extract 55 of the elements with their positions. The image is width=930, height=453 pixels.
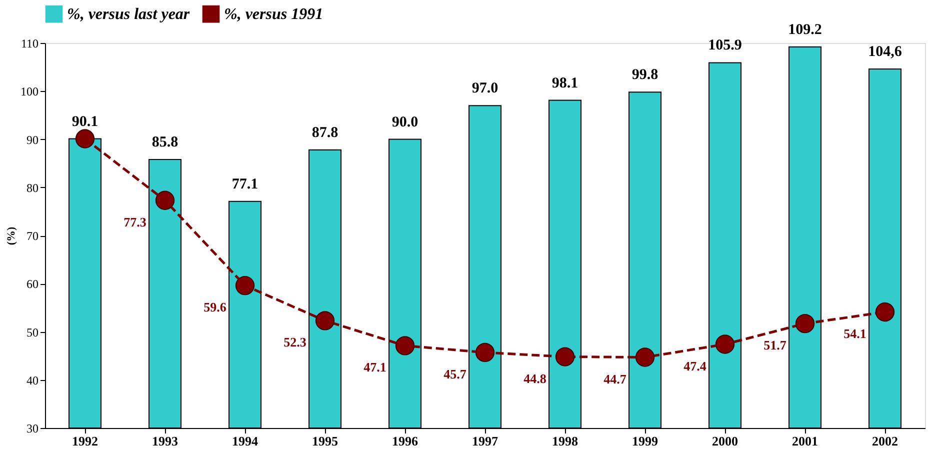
- data-label: 87.8: [312, 124, 338, 141]
- point: [635, 348, 655, 367]
- x-tick-label: 1996: [392, 434, 418, 448]
- data-label: 47.4: [684, 358, 707, 374]
- data-label: 90.1: [72, 114, 98, 130]
- point: [395, 336, 415, 356]
- data-label: 45.7: [444, 366, 467, 382]
- y-tick-label: 80: [26, 180, 38, 195]
- data-label: 99.8: [632, 67, 658, 84]
- x-tick-label: 1999: [632, 434, 658, 448]
- y-tick-label: 70: [26, 229, 38, 243]
- y-tick-label: 60: [26, 277, 38, 292]
- x-tick-label: 1992: [72, 434, 98, 448]
- data-label: 105.9: [708, 38, 742, 54]
- point: [795, 314, 815, 334]
- data-label: 109.2: [788, 22, 822, 38]
- x-tick-label: 2001: [792, 434, 818, 448]
- data-label: 51.7: [764, 338, 787, 353]
- data-label: 59.6: [204, 300, 227, 315]
- x-tick-label: 2000: [712, 434, 738, 448]
- point: [715, 334, 735, 354]
- data-label: 104,6: [868, 44, 902, 60]
- x-tick-label: 1995: [312, 434, 338, 448]
- y-tick-label: 40: [26, 373, 38, 388]
- point: [75, 129, 95, 148]
- x-tick-label: 1998: [552, 434, 578, 448]
- data-label: 85.8: [152, 134, 178, 150]
- x-tick-label: 1994: [232, 434, 258, 448]
- data-label: 44.8: [524, 370, 547, 386]
- data-label: 44.7: [604, 371, 627, 386]
- y-tick-label: 50: [26, 325, 38, 340]
- data-label: 77.1: [232, 176, 258, 192]
- data-label: 97.0: [472, 80, 498, 97]
- y-tick-label: 30: [26, 422, 38, 436]
- data-label: 47.1: [364, 360, 386, 375]
- y-tick-label: 110: [20, 36, 38, 50]
- data-label: 98.1: [552, 75, 578, 92]
- x-tick-label: 1993: [152, 434, 178, 448]
- point: [555, 347, 575, 366]
- point: [475, 342, 495, 362]
- point: [235, 276, 255, 296]
- point: [155, 190, 175, 210]
- y-tick-label: 90: [26, 132, 38, 147]
- x-tick-label: 1997: [472, 434, 498, 448]
- data-label: 54.1: [844, 326, 866, 342]
- legend-label: %, versus 1991: [224, 6, 324, 24]
- point: [315, 311, 335, 330]
- y-tick-label: 100: [20, 84, 38, 99]
- y-axis-title: (%): [6, 226, 18, 246]
- data-label: 52.3: [284, 334, 307, 350]
- x-tick-label: 2002: [872, 434, 898, 448]
- data-label: 77.3: [124, 214, 147, 230]
- point: [875, 302, 895, 322]
- legend-label: %, versus last year: [67, 6, 190, 24]
- data-label: 90.0: [392, 114, 418, 130]
